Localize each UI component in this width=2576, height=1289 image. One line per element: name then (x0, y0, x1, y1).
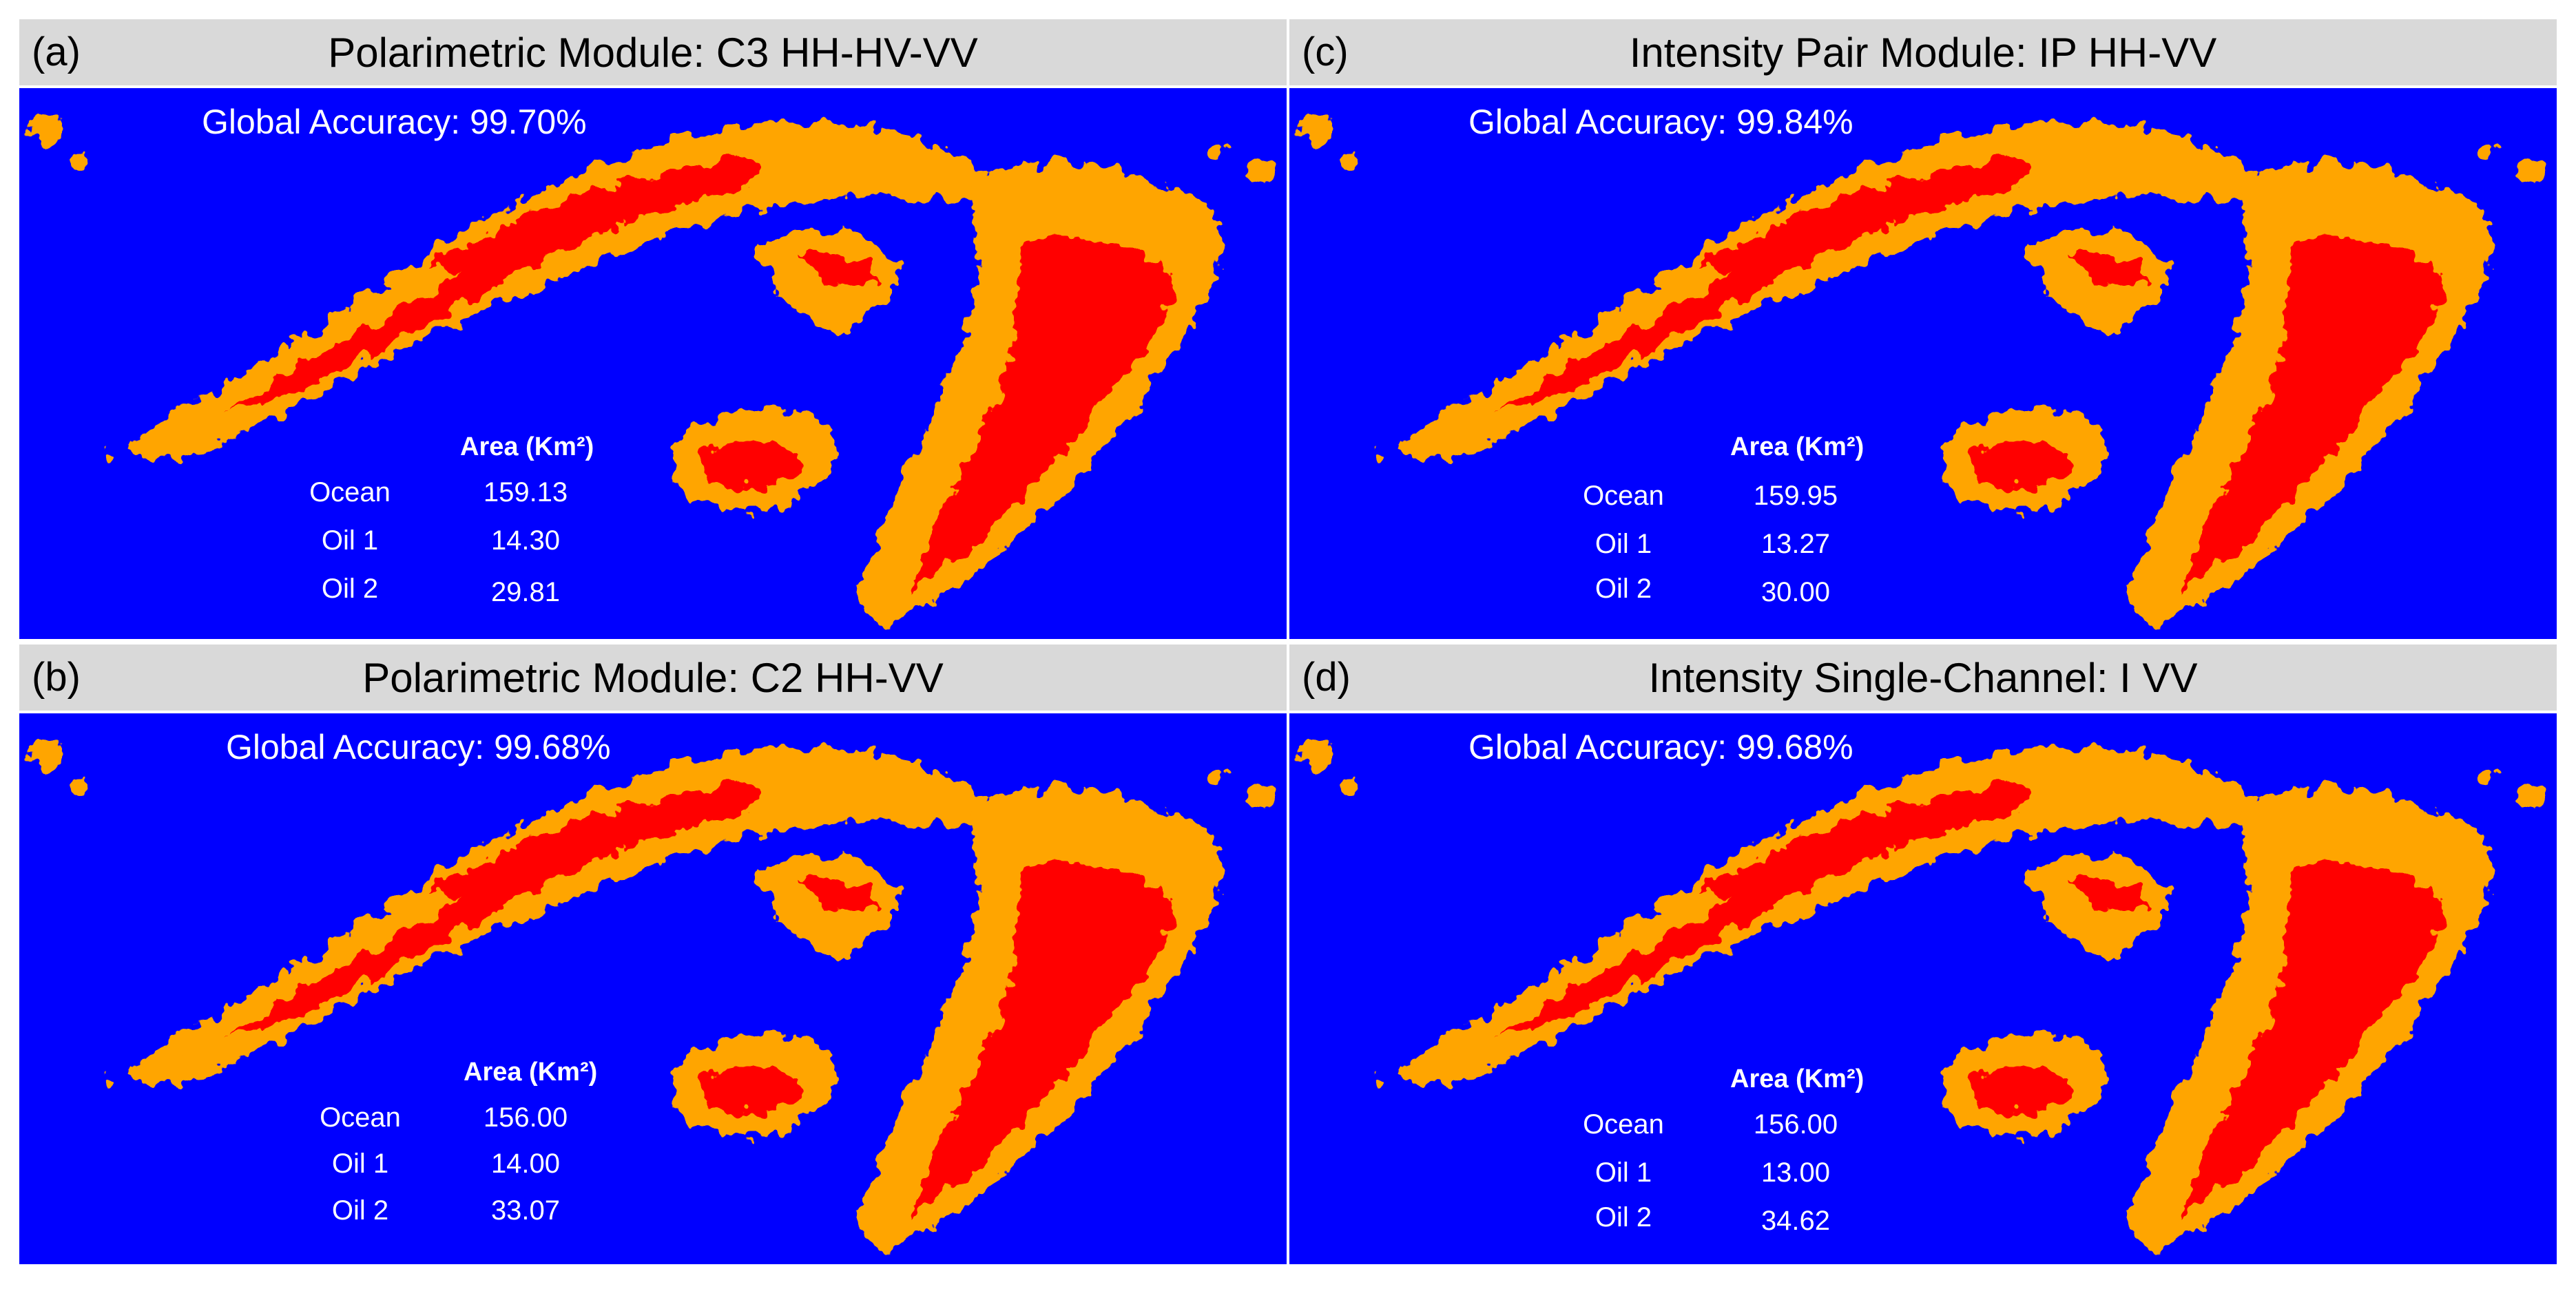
panel-b: (b) Polarimetric Module: C2 HH-VV Global… (19, 644, 1287, 1264)
panel-title: Intensity Single-Channel: I VV (1648, 655, 2198, 701)
row-label-oil-1: Oil 1 (331, 1149, 389, 1179)
row-value-oil-1: 14.00 (490, 1149, 561, 1179)
panel-d: (d) Intensity Single-Channel: I VV Globa… (1289, 644, 2557, 1264)
row-label-ocean: Ocean (1583, 481, 1664, 511)
panel-c: (c) Intensity Pair Module: IP HH-VV Glob… (1289, 19, 2557, 639)
panel-title: Intensity Pair Module: IP HH-VV (1629, 30, 2217, 76)
row-value-ocean: 159.13 (483, 477, 568, 507)
row-label-oil-2: Oil 2 (321, 574, 379, 604)
global-accuracy: Global Accuracy: 99.84% (1468, 103, 1853, 141)
panel-letter: (b) (32, 655, 81, 700)
row-value-ocean: 159.95 (1753, 481, 1838, 511)
global-accuracy: Global Accuracy: 99.68% (226, 728, 611, 766)
global-accuracy: Global Accuracy: 99.70% (202, 103, 587, 141)
oil-slick-image (1289, 88, 2557, 639)
row-label-oil-2: Oil 2 (1595, 1202, 1652, 1233)
classification-map: Global Accuracy: 99.70% Area (Km²) Ocean… (19, 88, 1287, 639)
area-table-header: Area (Km²) (1730, 432, 1865, 461)
row-value-oil-1: 14.30 (490, 525, 561, 556)
panel-title: Polarimetric Module: C3 HH-HV-VV (328, 30, 978, 76)
panel-letter: (d) (1302, 655, 1351, 700)
row-value-oil-2: 29.81 (490, 577, 561, 607)
row-value-ocean: 156.00 (1753, 1109, 1838, 1140)
oil-slick-image (19, 88, 1287, 639)
row-value-oil-1: 13.00 (1760, 1157, 1831, 1188)
classification-map: Global Accuracy: 99.68% Area (Km²) Ocean… (19, 713, 1287, 1264)
oil-slick-image (1289, 713, 2557, 1264)
panel-letter: (c) (1302, 30, 1349, 74)
global-accuracy: Global Accuracy: 99.68% (1468, 728, 1853, 766)
panel-letter: (a) (32, 30, 81, 74)
panel-header: (a) Polarimetric Module: C3 HH-HV-VV (19, 19, 1287, 85)
row-value-oil-2: 33.07 (490, 1195, 561, 1226)
area-table-header: Area (Km²) (460, 432, 594, 461)
classification-map: Global Accuracy: 99.68% Area (Km²) Ocean… (1289, 713, 2557, 1264)
panel-header: (c) Intensity Pair Module: IP HH-VV (1289, 19, 2557, 85)
area-table-header: Area (Km²) (1730, 1065, 1865, 1093)
row-label-oil-2: Oil 2 (331, 1195, 389, 1226)
row-value-ocean: 156.00 (483, 1102, 568, 1133)
panel-title: Polarimetric Module: C2 HH-VV (362, 655, 944, 701)
row-label-oil-1: Oil 1 (321, 525, 379, 556)
row-label-ocean: Ocean (309, 477, 391, 507)
row-label-oil-1: Oil 1 (1595, 1157, 1652, 1188)
area-table-header: Area (Km²) (464, 1058, 598, 1087)
panel-header: (d) Intensity Single-Channel: I VV (1289, 644, 2557, 711)
oil-slick-image (19, 713, 1287, 1264)
row-label-oil-1: Oil 1 (1595, 529, 1652, 559)
row-value-oil-2: 30.00 (1760, 577, 1831, 607)
row-value-oil-2: 34.62 (1760, 1206, 1831, 1236)
row-label-ocean: Ocean (1583, 1109, 1664, 1140)
panel-header: (b) Polarimetric Module: C2 HH-VV (19, 644, 1287, 711)
row-label-oil-2: Oil 2 (1595, 574, 1652, 604)
panel-a: (a) Polarimetric Module: C3 HH-HV-VV Glo… (19, 19, 1287, 639)
classification-map: Global Accuracy: 99.84% Area (Km²) Ocean… (1289, 88, 2557, 639)
row-value-oil-1: 13.27 (1760, 529, 1831, 559)
row-label-ocean: Ocean (320, 1102, 401, 1133)
